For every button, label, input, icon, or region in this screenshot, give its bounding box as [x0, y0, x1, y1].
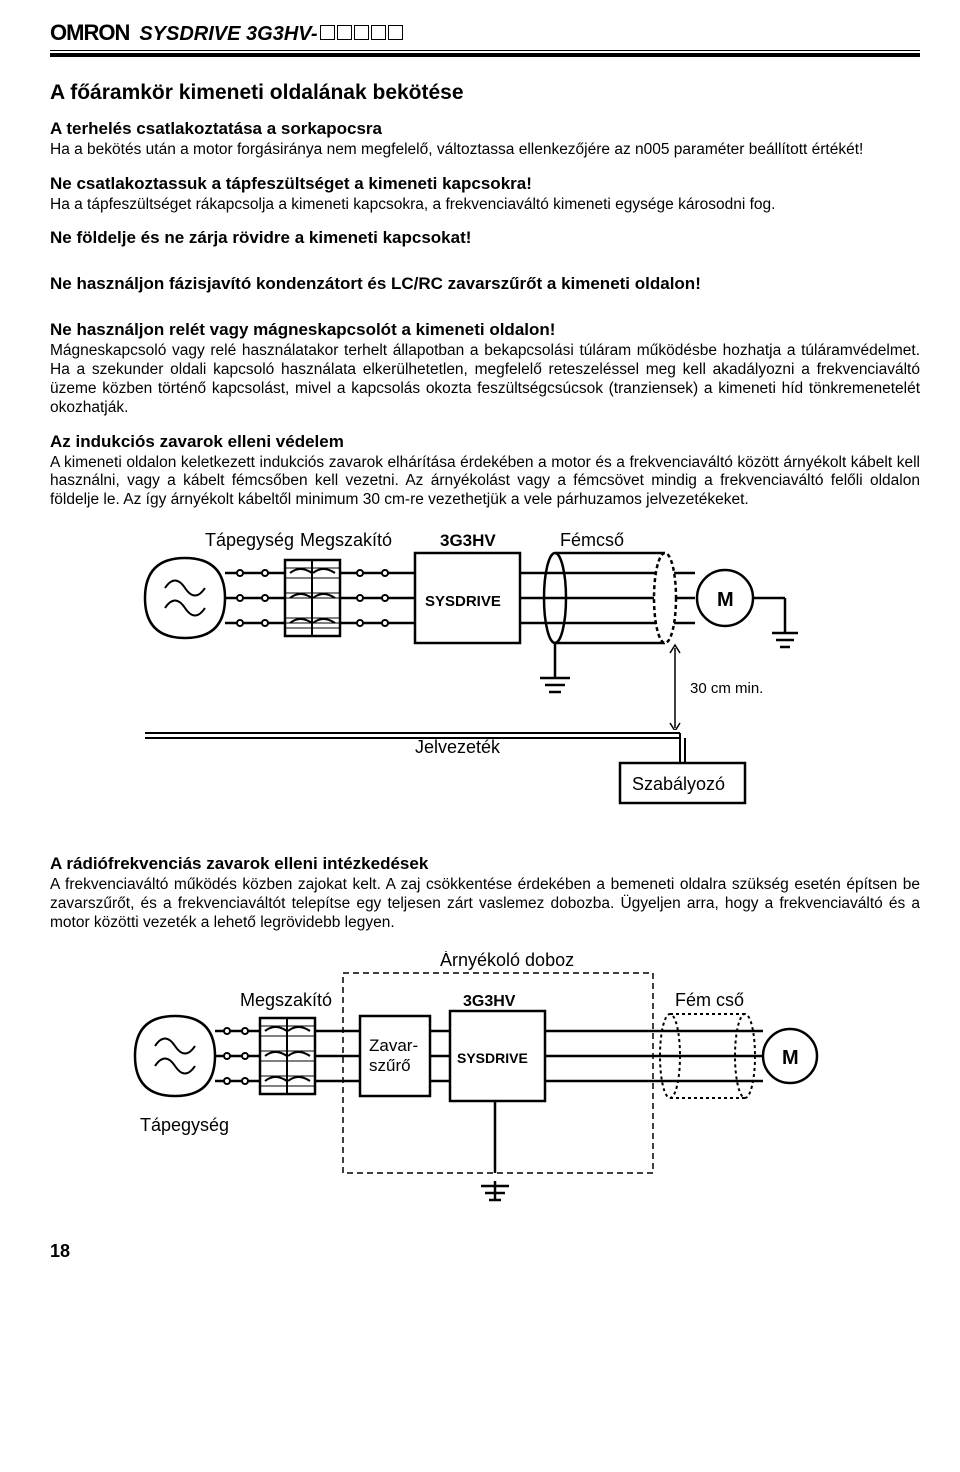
- heading-rf: A rádiófrekvenciás zavarok elleni intézk…: [50, 854, 920, 874]
- label-filter-1: Zavar-: [369, 1036, 418, 1055]
- power-icon: [145, 558, 225, 638]
- label-drive: 3G3HV: [463, 993, 516, 1010]
- paragraph: [50, 250, 920, 268]
- brand-label: OMRON: [50, 20, 129, 46]
- power-icon: [135, 1016, 215, 1096]
- heading-no-relay: Ne használjon relét vagy mágneskapcsolót…: [50, 320, 920, 340]
- heading-no-supply-output: Ne csatlakoztassuk a tápfeszültséget a k…: [50, 174, 920, 194]
- paragraph: Mágneskapcsoló vagy relé használatakor t…: [50, 342, 920, 418]
- label-filter-2: szűrő: [369, 1056, 411, 1075]
- label-power: Tápegység: [140, 1115, 229, 1135]
- paragraph: A kimeneti oldalon keletkezett indukciós…: [50, 454, 920, 511]
- diagram-rf: Árnyékoló doboz Megszakító 3G3HV Fém cső…: [50, 951, 920, 1211]
- page-title: A főáramkör kimeneti oldalának bekötése: [50, 81, 920, 105]
- heading-load-connection: A terhelés csatlakoztatása a sorkapocsra: [50, 119, 920, 139]
- heading-no-capacitor: Ne használjon fázisjavító kondenzátort é…: [50, 274, 920, 294]
- breaker-icon: [285, 560, 340, 636]
- label-power: Tápegység: [205, 530, 294, 550]
- label-motor: M: [782, 1047, 799, 1069]
- label-sysdrive: SYSDRIVE: [457, 1050, 528, 1066]
- label-motor: M: [717, 589, 734, 611]
- heading-induction: Az indukciós zavarok elleni védelem: [50, 432, 920, 452]
- heading-no-ground-short: Ne földelje és ne zárja rövidre a kimene…: [50, 228, 920, 248]
- paragraph: Ha a tápfeszültséget rákapcsolja a kimen…: [50, 196, 920, 214]
- paragraph: [50, 296, 920, 314]
- header-rule: OMRON SYSDRIVE 3G3HV-: [50, 20, 920, 57]
- page-number: 18: [50, 1241, 920, 1262]
- product-label: SYSDRIVE 3G3HV-: [139, 23, 402, 46]
- label-signal: Jelvezeték: [415, 737, 501, 757]
- paragraph: Ha a bekötés után a motor forgásiránya n…: [50, 141, 920, 160]
- label-shieldbox: Árnyékoló doboz: [440, 951, 574, 970]
- label-drive: 3G3HV: [440, 531, 496, 550]
- paragraph: A frekvenciaváltó működés közben zajokat…: [50, 876, 920, 933]
- label-breaker: Megszakító: [300, 530, 392, 550]
- sine-icon: [155, 1038, 195, 1073]
- label-conduit: Fémcső: [560, 530, 624, 550]
- model-placeholder-boxes: [318, 25, 403, 40]
- label-30cm: 30 cm min.: [690, 680, 763, 697]
- diagram-induction: Tápegység Megszakító 3G3HV Fémcső: [50, 528, 920, 828]
- sine-icon: [165, 581, 205, 616]
- label-sysdrive: SYSDRIVE: [425, 593, 501, 610]
- breaker-icon: [260, 1018, 315, 1094]
- label-controller: Szabályozó: [632, 774, 725, 794]
- label-conduit: Fém cső: [675, 990, 744, 1010]
- label-breaker: Megszakító: [240, 990, 332, 1010]
